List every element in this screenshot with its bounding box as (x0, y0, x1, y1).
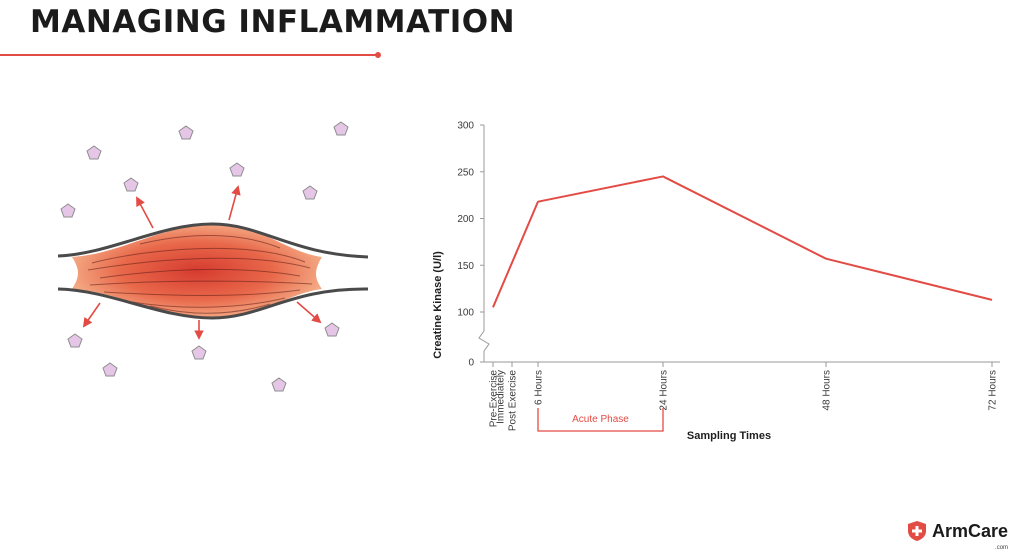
muscle-belly (72, 224, 322, 318)
muscle-outline-top (57, 222, 369, 259)
y-tick-label: 300 (457, 121, 474, 132)
y-tick-label: 150 (457, 261, 474, 272)
x-tick-label: 6 Hours (534, 370, 545, 405)
shield-cross-icon (908, 521, 926, 541)
brand-wordmark: ArmCare .com (932, 521, 1009, 551)
title-underline (0, 54, 378, 56)
x-tick-label: 72 Hours (988, 370, 999, 411)
x-tick-label: Post Exercise (508, 370, 519, 432)
inflammation-arrows (82, 185, 322, 340)
muscle-illustration (57, 121, 369, 392)
slide-title: MANAGING INFLAMMATION (30, 4, 516, 40)
brand-name: ArmCare (932, 521, 1009, 541)
brand-logo: ArmCare .com (906, 520, 1009, 551)
cytokine-particles (60, 121, 349, 392)
x-tick-label: Immediately (496, 370, 507, 424)
x-axis-title: Sampling Times (687, 430, 771, 442)
y-tick-label: 250 (457, 167, 474, 178)
x-tick-label: 48 Hours (822, 370, 833, 411)
y-tick-label: 0 (468, 358, 474, 369)
muscle-fiber-lines (87, 234, 313, 314)
x-tick-label: Pre-Exercise (489, 370, 500, 428)
title-underline-dot (375, 52, 381, 58)
y-axis-break-mark (478, 330, 490, 352)
muscle-outline-bottom (57, 287, 369, 320)
y-tick-label: 100 (457, 308, 474, 319)
brand-suffix: .com (995, 545, 1009, 551)
acute-phase-label: Acute Phase (572, 414, 629, 425)
x-tick-label: 24 Hours (659, 370, 670, 411)
acute-phase-bracket (537, 408, 664, 432)
y-tick-label: 200 (457, 214, 474, 225)
series-line-creatine-kinase (492, 175, 993, 308)
y-axis-title: Creatine Kinase (U/l) (432, 251, 444, 359)
